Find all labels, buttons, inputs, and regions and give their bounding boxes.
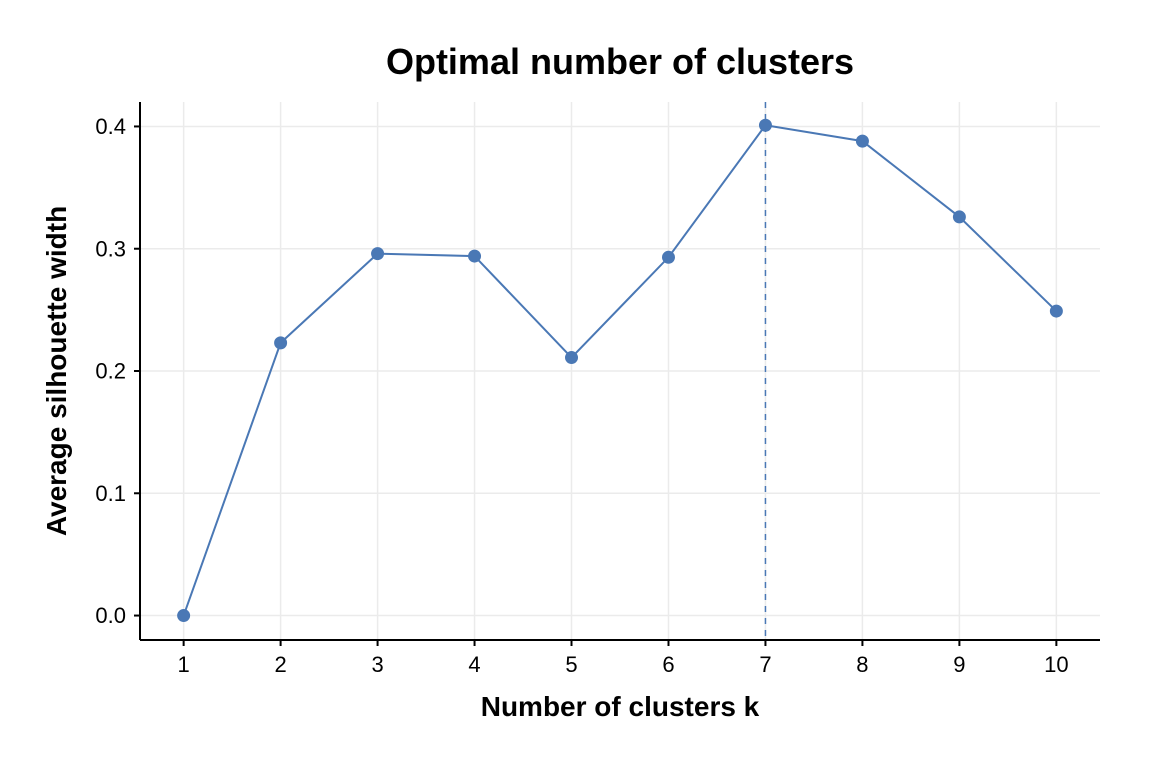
data-point bbox=[469, 250, 481, 262]
x-tick-label: 5 bbox=[565, 652, 577, 677]
y-tick-label: 0.2 bbox=[95, 359, 126, 384]
data-point bbox=[372, 248, 384, 260]
x-tick-label: 7 bbox=[759, 652, 771, 677]
x-tick-label: 10 bbox=[1044, 652, 1068, 677]
x-tick-label: 3 bbox=[371, 652, 383, 677]
data-point bbox=[856, 135, 868, 147]
y-tick-label: 0.1 bbox=[95, 481, 126, 506]
x-axis-label: Number of clusters k bbox=[481, 691, 760, 722]
data-point bbox=[178, 610, 190, 622]
x-tick-label: 9 bbox=[953, 652, 965, 677]
chart-title: Optimal number of clusters bbox=[386, 41, 854, 82]
x-tick-label: 1 bbox=[178, 652, 190, 677]
silhouette-chart: 1 2 3 4 5 6 7 8 9 10 0.0 0.1 0.2 0.3 0.4 Optimal number… bbox=[0, 0, 1152, 768]
data-point bbox=[566, 352, 578, 364]
y-tick-label: 0.4 bbox=[95, 114, 126, 139]
chart-svg: 1 2 3 4 5 6 7 8 9 10 0.0 0.1 0.2 0.3 0.4 Optimal number… bbox=[0, 0, 1152, 768]
y-axis-label: Average silhouette width bbox=[41, 206, 72, 536]
data-point bbox=[1050, 305, 1062, 317]
y-tick-label: 0.3 bbox=[95, 236, 126, 261]
data-point bbox=[662, 251, 674, 263]
x-tick-label: 2 bbox=[274, 652, 286, 677]
data-point bbox=[275, 337, 287, 349]
x-tick-label: 8 bbox=[856, 652, 868, 677]
data-point bbox=[953, 211, 965, 223]
y-tick-label: 0.0 bbox=[95, 603, 126, 628]
data-point bbox=[759, 119, 771, 131]
x-tick-label: 4 bbox=[468, 652, 480, 677]
x-tick-label: 6 bbox=[662, 652, 674, 677]
